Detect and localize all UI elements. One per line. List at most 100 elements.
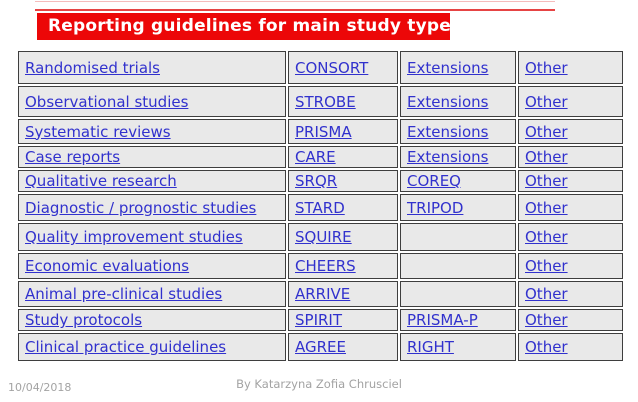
secondary-guideline-cell: PRISMA-P (400, 309, 516, 331)
study-type-cell: Quality improvement studies (18, 223, 286, 251)
secondary-guideline-cell: Extensions (400, 86, 516, 117)
table-row: Quality improvement studies SQUIRE Other (18, 223, 623, 251)
other-link[interactable]: Other (525, 122, 568, 141)
other-cell: Other (518, 170, 623, 192)
secondary-guideline-cell: Extensions (400, 119, 516, 144)
study-type-link[interactable]: Case reports (25, 148, 121, 166)
study-type-link[interactable]: Randomised trials (25, 58, 160, 77)
primary-guideline-cell: CARE (288, 146, 398, 168)
secondary-guideline-cell (400, 253, 516, 279)
author-credit: By Katarzyna Zofia Chrusciel (236, 377, 402, 391)
primary-guideline-cell: ARRIVE (288, 281, 398, 307)
other-cell: Other (518, 86, 623, 117)
primary-guideline-link[interactable]: CARE (295, 148, 336, 166)
secondary-guideline-cell (400, 281, 516, 307)
other-link[interactable]: Other (525, 228, 568, 246)
secondary-guideline-cell (400, 223, 516, 251)
secondary-guideline-link[interactable]: TRIPOD (407, 198, 464, 217)
other-cell: Other (518, 253, 623, 279)
secondary-guideline-link[interactable]: Extensions (407, 58, 489, 77)
secondary-guideline-link[interactable]: Extensions (407, 122, 489, 141)
primary-guideline-cell: SPIRIT (288, 309, 398, 331)
study-type-link[interactable]: Economic evaluations (25, 257, 190, 275)
study-type-cell: Economic evaluations (18, 253, 286, 279)
title-banner: Reporting guidelines for main study type… (37, 13, 461, 40)
primary-guideline-cell: PRISMA (288, 119, 398, 144)
other-cell: Other (518, 194, 623, 221)
other-link[interactable]: Other (525, 311, 568, 329)
primary-guideline-cell: CHEERS (288, 253, 398, 279)
slide-date: 10/04/2018 (8, 381, 72, 394)
page-title: Reporting guidelines for main study type… (48, 16, 462, 36)
secondary-guideline-cell: TRIPOD (400, 194, 516, 221)
primary-guideline-link[interactable]: ARRIVE (295, 285, 351, 303)
primary-guideline-link[interactable]: SPIRIT (295, 311, 342, 329)
study-type-link[interactable]: Diagnostic / prognostic studies (25, 198, 257, 217)
study-type-link[interactable]: Quality improvement studies (25, 228, 243, 246)
secondary-guideline-cell: Extensions (400, 146, 516, 168)
secondary-guideline-cell: RIGHT (400, 333, 516, 361)
study-type-link[interactable]: Study protocols (25, 311, 143, 329)
study-type-cell: Observational studies (18, 86, 286, 117)
study-type-link[interactable]: Observational studies (25, 92, 189, 111)
other-link[interactable]: Other (525, 285, 568, 303)
table-row: Case reports CARE Extensions Other (18, 146, 623, 168)
primary-guideline-cell: AGREE (288, 333, 398, 361)
study-type-link[interactable]: Clinical practice guidelines (25, 338, 227, 356)
secondary-guideline-cell: COREQ (400, 170, 516, 192)
secondary-guideline-link[interactable]: PRISMA-P (407, 311, 478, 329)
secondary-guideline-link[interactable]: RIGHT (407, 338, 454, 356)
study-type-link[interactable]: Systematic reviews (25, 122, 171, 141)
study-type-cell: Case reports (18, 146, 286, 168)
other-cell: Other (518, 51, 623, 84)
primary-guideline-link[interactable]: CONSORT (295, 58, 369, 77)
study-type-cell: Animal pre-clinical studies (18, 281, 286, 307)
study-type-cell: Systematic reviews (18, 119, 286, 144)
secondary-guideline-link[interactable]: Extensions (407, 148, 489, 166)
primary-guideline-cell: CONSORT (288, 51, 398, 84)
primary-guideline-cell: STARD (288, 194, 398, 221)
primary-guideline-link[interactable]: SRQR (295, 172, 338, 190)
table-row: Observational studies STROBE Extensions … (18, 86, 623, 117)
other-link[interactable]: Other (525, 148, 568, 166)
guidelines-table: Randomised trials CONSORT Extensions Oth… (16, 49, 625, 363)
table-row: Clinical practice guidelines AGREE RIGHT… (18, 333, 623, 361)
study-type-cell: Study protocols (18, 309, 286, 331)
other-cell: Other (518, 223, 623, 251)
table-row: Economic evaluations CHEERS Other (18, 253, 623, 279)
other-link[interactable]: Other (525, 172, 568, 190)
study-type-cell: Clinical practice guidelines (18, 333, 286, 361)
primary-guideline-link[interactable]: STARD (295, 198, 345, 217)
other-link[interactable]: Other (525, 58, 568, 77)
primary-guideline-link[interactable]: SQUIRE (295, 228, 352, 246)
study-type-link[interactable]: Qualitative research (25, 172, 177, 190)
study-type-cell: Qualitative research (18, 170, 286, 192)
secondary-guideline-link[interactable]: Extensions (407, 92, 489, 111)
other-cell: Other (518, 333, 623, 361)
primary-guideline-link[interactable]: AGREE (295, 338, 346, 356)
table-row: Systematic reviews PRISMA Extensions Oth… (18, 119, 623, 144)
primary-guideline-link[interactable]: CHEERS (295, 257, 356, 275)
table-row: Randomised trials CONSORT Extensions Oth… (18, 51, 623, 84)
decor-line (35, 9, 555, 11)
primary-guideline-cell: STROBE (288, 86, 398, 117)
secondary-guideline-cell: Extensions (400, 51, 516, 84)
study-type-cell: Diagnostic / prognostic studies (18, 194, 286, 221)
secondary-guideline-link[interactable]: COREQ (407, 172, 461, 190)
study-type-cell: Randomised trials (18, 51, 286, 84)
primary-guideline-cell: SQUIRE (288, 223, 398, 251)
other-link[interactable]: Other (525, 92, 568, 111)
primary-guideline-cell: SRQR (288, 170, 398, 192)
table-row: Animal pre-clinical studies ARRIVE Other (18, 281, 623, 307)
other-link[interactable]: Other (525, 257, 568, 275)
other-cell: Other (518, 309, 623, 331)
decor-line-faint (35, 1, 555, 2)
table-row: Study protocols SPIRIT PRISMA-P Other (18, 309, 623, 331)
primary-guideline-link[interactable]: STROBE (295, 92, 356, 111)
other-link[interactable]: Other (525, 198, 568, 217)
other-cell: Other (518, 119, 623, 144)
other-link[interactable]: Other (525, 338, 568, 356)
study-type-link[interactable]: Animal pre-clinical studies (25, 285, 223, 303)
primary-guideline-link[interactable]: PRISMA (295, 122, 352, 141)
